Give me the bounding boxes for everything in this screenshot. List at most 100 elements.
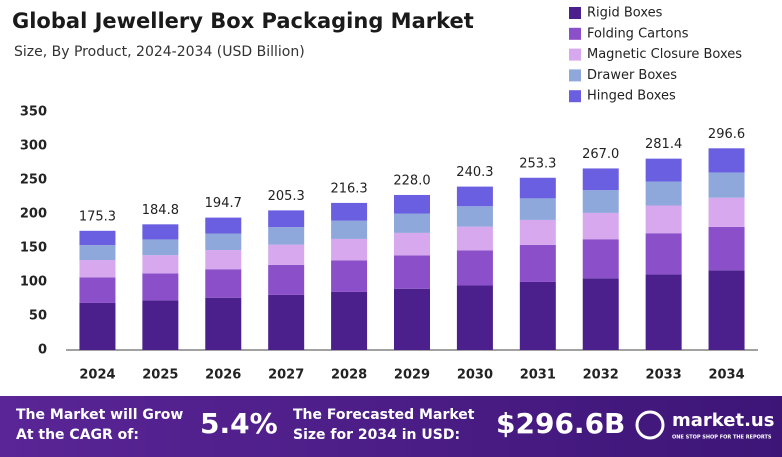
- tagline: ONE STOP SHOP FOR THE REPORTS: [672, 435, 772, 441]
- bar-segment: [645, 205, 682, 234]
- bar-segment: [205, 217, 242, 234]
- chart-subtitle: Size, By Product, 2024-2034 (USD Billion…: [14, 44, 305, 60]
- bar-segment: [331, 220, 368, 239]
- bar-segment: [205, 297, 242, 350]
- x-tick-label: 2028: [331, 368, 367, 383]
- x-tick-label: 2031: [520, 368, 556, 383]
- bar-segment: [708, 172, 745, 198]
- bar-segment: [394, 232, 430, 256]
- total-label: 267.0: [582, 147, 619, 162]
- forecast-text: The Forecasted Market: [293, 407, 475, 423]
- x-tick-label: 2026: [205, 368, 241, 383]
- chart-title: Global Jewellery Box Packaging Market: [12, 9, 474, 33]
- total-label: 175.3: [79, 209, 116, 224]
- brand: market.us: [672, 410, 774, 431]
- bar-segment: [79, 230, 116, 246]
- x-tick-label: 2024: [79, 368, 115, 383]
- x-tick-label: 2025: [142, 368, 178, 383]
- legend-swatch: [569, 69, 581, 82]
- bar-segment: [331, 291, 368, 350]
- y-tick-label: 350: [20, 105, 47, 120]
- y-tick-label: 250: [20, 173, 47, 188]
- legend-label: Magnetic Closure Boxes: [587, 47, 742, 62]
- bar-segment: [519, 198, 556, 220]
- total-label: 184.8: [142, 203, 179, 218]
- bar-segment: [645, 274, 682, 350]
- bar-segment: [205, 269, 242, 298]
- bar-segment: [79, 277, 116, 303]
- bar-segment: [79, 302, 116, 350]
- bar-segment: [645, 158, 682, 182]
- bar-segment: [142, 255, 179, 274]
- cagr-value: 5.4%: [200, 407, 278, 440]
- bar-segment: [394, 255, 430, 289]
- bar-segment: [582, 239, 619, 279]
- bar-segment: [456, 206, 493, 227]
- legend-label: Rigid Boxes: [587, 6, 663, 21]
- bar-segment: [394, 213, 430, 233]
- bar-segment: [582, 278, 619, 350]
- bar-segment: [519, 244, 556, 282]
- bar-segment: [708, 148, 745, 173]
- bar-segment: [582, 190, 619, 213]
- total-label: 296.6: [708, 127, 745, 142]
- x-tick-label: 2034: [708, 368, 744, 383]
- total-label: 240.3: [456, 165, 493, 180]
- y-tick-label: 50: [29, 309, 47, 324]
- cagr-text: The Market will Grow: [16, 407, 183, 423]
- y-tick-label: 100: [20, 275, 47, 290]
- cagr-text: At the CAGR of:: [16, 427, 139, 443]
- footer-banner: [0, 396, 782, 457]
- bar-segment: [582, 212, 619, 240]
- bar-segment: [456, 285, 493, 350]
- forecast-value: $296.6B: [496, 407, 625, 440]
- bar-segment: [142, 224, 179, 240]
- x-tick-label: 2029: [394, 368, 430, 383]
- bar-segment: [582, 168, 619, 191]
- total-label: 281.4: [645, 137, 682, 152]
- bar-segment: [394, 194, 430, 214]
- bar-segment: [708, 270, 745, 350]
- y-tick-label: 200: [20, 207, 47, 222]
- bar-segment: [519, 219, 556, 245]
- bar-segment: [519, 281, 556, 350]
- bar-segment: [142, 273, 179, 301]
- bar-segment: [205, 250, 242, 270]
- forecast-text: Size for 2034 in USD:: [293, 427, 460, 443]
- total-label: 194.7: [205, 196, 242, 211]
- bar-segment: [645, 181, 682, 206]
- bar-segment: [268, 294, 305, 350]
- legend-swatch: [569, 48, 581, 61]
- x-tick-label: 2027: [268, 368, 304, 383]
- bar-segment: [708, 226, 745, 271]
- y-tick-label: 0: [38, 343, 47, 358]
- y-tick-label: 300: [20, 139, 47, 154]
- x-tick-label: 2032: [583, 368, 619, 383]
- total-label: 205.3: [268, 189, 305, 204]
- total-label: 228.0: [393, 173, 430, 188]
- bar-segment: [79, 245, 116, 261]
- total-label: 216.3: [330, 181, 367, 196]
- bar-segment: [394, 288, 430, 350]
- bar-segment: [645, 233, 682, 275]
- bar-segment: [79, 260, 116, 278]
- bar-segment: [331, 238, 368, 261]
- bar-segment: [331, 260, 368, 292]
- legend-label: Drawer Boxes: [587, 68, 677, 83]
- bar-segment: [331, 202, 368, 221]
- bar-segment: [519, 177, 556, 199]
- legend-label: Folding Cartons: [587, 26, 689, 41]
- bar-segment: [142, 239, 179, 256]
- bar-segment: [268, 227, 305, 245]
- brand-logo: [635, 410, 665, 440]
- x-tick-label: 2033: [646, 368, 682, 383]
- bar-segment: [142, 300, 179, 350]
- bar-segment: [268, 264, 305, 295]
- bar-segment: [456, 186, 493, 207]
- legend-swatch: [569, 7, 581, 19]
- total-label: 253.3: [519, 156, 556, 171]
- bar-segment: [268, 210, 305, 228]
- legend-swatch: [569, 90, 581, 103]
- bar-segment: [268, 244, 305, 265]
